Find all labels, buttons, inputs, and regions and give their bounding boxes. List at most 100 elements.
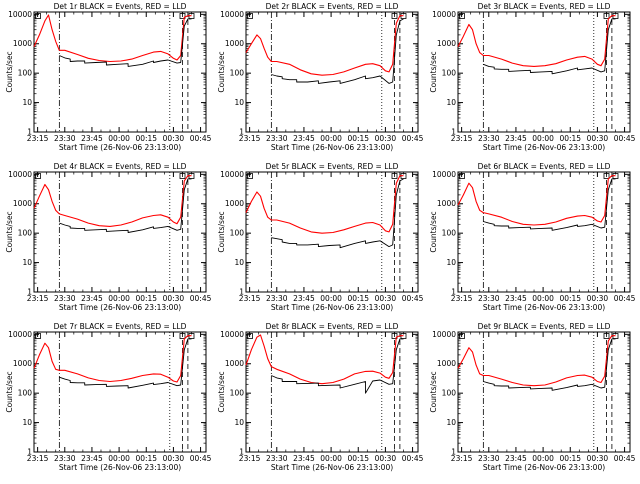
- x-tick-label: 23:30: [54, 294, 76, 303]
- x-tick-label: 23:30: [266, 134, 288, 143]
- y-axis-label: Counts/sec: [429, 51, 438, 92]
- plot-frame: [245, 331, 419, 453]
- series-line-lld: [33, 335, 192, 383]
- y-axis-label: Counts/sec: [429, 211, 438, 252]
- x-tick-label: 23:15: [451, 294, 473, 303]
- x-tick-label: 23:15: [239, 454, 261, 463]
- x-tick-label: 00:15: [347, 454, 369, 463]
- plot-title: Det 2r BLACK = Events, RED = LLD: [266, 2, 399, 11]
- x-tick-label: 23:45: [505, 294, 527, 303]
- x-tick-label: 00:30: [163, 134, 185, 143]
- corner-marker: [391, 173, 398, 179]
- y-tick-label: 100: [230, 69, 245, 78]
- y-tick-label: 1000: [13, 39, 32, 48]
- series-line-events: [59, 178, 192, 233]
- x-tick-label: 23:45: [81, 454, 103, 463]
- x-tick-label: 00:30: [375, 294, 397, 303]
- plot-title: Det 5r BLACK = Events, RED = LLD: [266, 162, 399, 171]
- y-tick-label: 10000: [220, 330, 244, 339]
- corner-marker: [179, 13, 186, 19]
- series-line-events: [59, 338, 192, 389]
- y-tick-label: 100: [442, 69, 457, 78]
- plot-frame: [33, 171, 207, 293]
- y-tick-label: 10: [446, 418, 456, 427]
- series-line-events: [59, 18, 192, 67]
- plot-title: Det 3r BLACK = Events, RED = LLD: [478, 2, 611, 11]
- series-line-events: [483, 178, 616, 231]
- plot-panel: Det 4r BLACK = Events, RED = LLD 1 10 100 10…: [5, 162, 212, 312]
- y-tick-label: 1000: [225, 39, 244, 48]
- plot-frame: [245, 171, 419, 293]
- plot-panel: Det 7r BLACK = Events, RED = LLD 1 10 100 10…: [5, 322, 212, 472]
- y-axis-label: Counts/sec: [5, 211, 14, 252]
- y-axis-label: Counts/sec: [217, 371, 226, 412]
- x-tick-label: 00:45: [614, 134, 636, 143]
- y-tick-label: 10000: [8, 330, 32, 339]
- x-tick-label: 23:45: [293, 134, 315, 143]
- plot-title: Det 4r BLACK = Events, RED = LLD: [54, 162, 187, 171]
- x-tick-label: 23:45: [293, 454, 315, 463]
- plot-frame: [457, 11, 631, 133]
- y-tick-label: 10000: [220, 170, 244, 179]
- x-axis-label: Start Time (26-Nov-06 23:13:00): [483, 463, 605, 472]
- y-tick-label: 100: [18, 69, 33, 78]
- corner-marker: [35, 333, 41, 339]
- y-tick-label: 1000: [13, 199, 32, 208]
- corner-marker: [459, 13, 465, 19]
- x-tick-label: 00:45: [402, 134, 424, 143]
- y-tick-label: 10000: [220, 10, 244, 19]
- y-tick-label: 1: [451, 288, 456, 297]
- x-tick-label: 00:15: [559, 454, 581, 463]
- x-tick-label: 00:30: [587, 134, 609, 143]
- plot-frame: [33, 331, 207, 453]
- y-tick-label: 10: [234, 418, 244, 427]
- x-axis-label: Start Time (26-Nov-06 23:13:00): [59, 463, 181, 472]
- x-tick-label: 00:00: [320, 294, 342, 303]
- y-tick-label: 1000: [437, 359, 456, 368]
- y-axis-label: Counts/sec: [429, 371, 438, 412]
- x-tick-label: 23:30: [478, 134, 500, 143]
- y-tick-label: 100: [18, 389, 33, 398]
- series-line-lld: [457, 15, 616, 67]
- x-axis-label: Start Time (26-Nov-06 23:13:00): [59, 143, 181, 152]
- x-tick-label: 23:15: [239, 134, 261, 143]
- y-tick-label: 10: [234, 98, 244, 107]
- corner-marker: [35, 13, 41, 19]
- x-tick-label: 00:00: [320, 134, 342, 143]
- x-tick-label: 00:15: [559, 134, 581, 143]
- y-tick-label: 1000: [225, 359, 244, 368]
- y-tick-label: 1: [27, 288, 32, 297]
- x-tick-label: 23:45: [505, 454, 527, 463]
- series-line-lld: [457, 335, 616, 387]
- plot-panel: Det 8r BLACK = Events, RED = LLD 1 10 100 10…: [217, 322, 424, 472]
- x-axis-label: Start Time (26-Nov-06 23:13:00): [271, 463, 393, 472]
- series-line-lld: [33, 175, 192, 227]
- series-line-events: [483, 338, 616, 391]
- y-tick-label: 1: [27, 128, 32, 137]
- corner-marker: [459, 173, 465, 179]
- y-tick-label: 1000: [225, 199, 244, 208]
- x-tick-label: 00:30: [587, 454, 609, 463]
- x-tick-label: 00:45: [614, 454, 636, 463]
- x-tick-label: 00:00: [108, 294, 130, 303]
- x-tick-label: 23:45: [505, 134, 527, 143]
- y-tick-label: 10: [22, 98, 32, 107]
- corner-marker: [35, 173, 41, 179]
- y-tick-label: 10: [234, 258, 244, 267]
- x-tick-label: 00:00: [108, 454, 130, 463]
- x-tick-label: 00:15: [135, 134, 157, 143]
- y-tick-label: 100: [442, 229, 457, 238]
- plot-title: Det 8r BLACK = Events, RED = LLD: [266, 322, 399, 331]
- plot-panel: Det 6r BLACK = Events, RED = LLD 1 10 100 10…: [429, 162, 636, 312]
- plot-panel: Det 9r BLACK = Events, RED = LLD 1 10 100 10…: [429, 322, 636, 472]
- series-line-lld: [245, 175, 404, 234]
- y-axis-label: Counts/sec: [5, 371, 14, 412]
- plot-panel: Det 2r BLACK = Events, RED = LLD 1 10 100 10…: [217, 2, 424, 152]
- x-axis-label: Start Time (26-Nov-06 23:13:00): [483, 303, 605, 312]
- corner-marker: [459, 333, 465, 339]
- series-line-events: [483, 18, 616, 75]
- x-tick-label: 23:15: [27, 134, 49, 143]
- y-tick-label: 1000: [13, 359, 32, 368]
- y-tick-label: 10000: [8, 10, 32, 19]
